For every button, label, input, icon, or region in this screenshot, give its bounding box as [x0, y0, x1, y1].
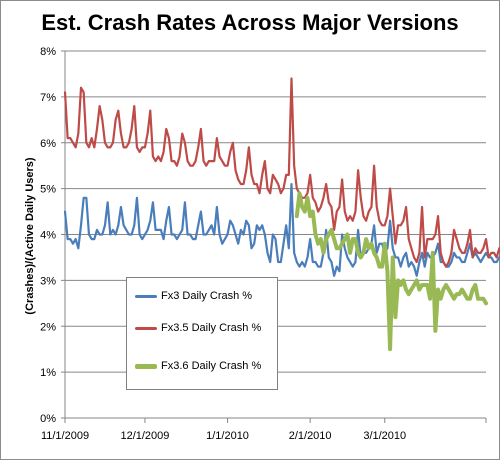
series-line-fx36 — [294, 191, 488, 352]
series-line-fx3 — [63, 182, 500, 277]
legend-item-fx3: Fx3 Daily Crash % — [135, 289, 252, 303]
x-tick-label: 11/1/2009 — [41, 430, 89, 442]
legend-swatch-fx3 — [135, 294, 157, 298]
legend-item-fx36: Fx3.6 Daily Crash % — [135, 359, 261, 373]
y-tick-label: 8% — [40, 46, 56, 58]
legend-label-fx35: Fx3.5 Daily Crash % — [161, 322, 262, 334]
legend-label-fx36: Fx3.6 Daily Crash % — [161, 360, 262, 372]
chart-title: Est. Crash Rates Across Major Versions — [41, 10, 459, 35]
legend: Fx3 Daily Crash % Fx3.5 Daily Crash % Fx… — [126, 277, 278, 390]
y-tick-label: 0% — [40, 413, 56, 425]
y-tick-label: 3% — [40, 275, 56, 287]
legend-label-fx3: Fx3 Daily Crash % — [161, 290, 253, 302]
series-line-fx35 — [63, 77, 500, 268]
y-tick-label: 2% — [40, 321, 56, 333]
y-tick-label: 5% — [40, 184, 56, 196]
legend-item-fx35: Fx3.5 Daily Crash % — [135, 321, 261, 335]
x-tick-label: 3/1/2010 — [363, 430, 406, 442]
y-tick-label: 7% — [40, 92, 56, 104]
y-tick-label: 4% — [40, 230, 56, 242]
y-tick-label: 6% — [40, 138, 56, 150]
y-tick-label: 1% — [40, 367, 56, 379]
x-tick-label: 12/1/2009 — [120, 430, 169, 442]
x-tick-label: 1/1/2010 — [206, 430, 249, 442]
legend-swatch-fx35 — [135, 326, 157, 330]
x-tick-label: 2/1/2010 — [289, 430, 332, 442]
legend-swatch-fx36 — [135, 363, 157, 369]
